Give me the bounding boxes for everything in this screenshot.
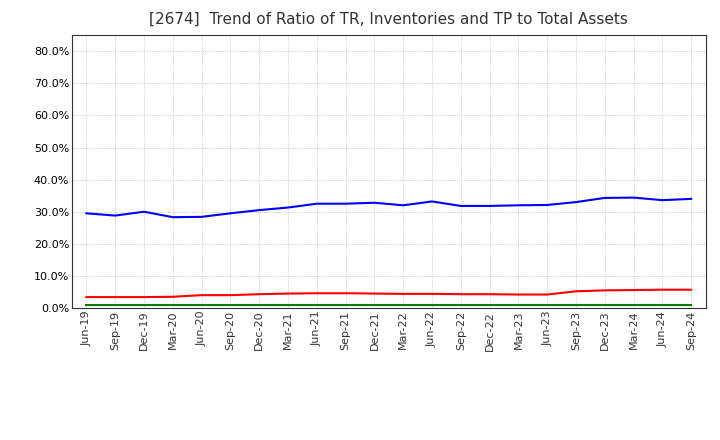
Inventories [82, 211, 91, 216]
Inventories [629, 195, 638, 200]
Trade Payables [629, 302, 638, 308]
Trade Receivables [197, 293, 206, 298]
Trade Payables [82, 302, 91, 308]
Trade Receivables [543, 292, 552, 297]
Line: Inventories: Inventories [86, 198, 691, 217]
Trade Receivables [82, 294, 91, 300]
Inventories [370, 200, 379, 205]
Trade Receivables [341, 290, 350, 296]
Inventories [485, 203, 494, 209]
Inventories [111, 213, 120, 218]
Inventories [312, 201, 321, 206]
Trade Payables [197, 302, 206, 308]
Inventories [140, 209, 148, 214]
Trade Payables [168, 302, 177, 308]
Trade Receivables [140, 294, 148, 300]
Inventories [600, 195, 609, 201]
Trade Payables [111, 302, 120, 308]
Trade Payables [687, 302, 696, 308]
Inventories [572, 199, 580, 205]
Title: [2674]  Trend of Ratio of TR, Inventories and TP to Total Assets: [2674] Trend of Ratio of TR, Inventories… [149, 12, 629, 27]
Trade Payables [485, 302, 494, 308]
Trade Receivables [284, 291, 292, 296]
Trade Receivables [514, 292, 523, 297]
Inventories [197, 214, 206, 220]
Trade Receivables [168, 294, 177, 299]
Trade Payables [572, 302, 580, 308]
Trade Receivables [687, 287, 696, 292]
Trade Payables [312, 302, 321, 308]
Inventories [399, 203, 408, 208]
Trade Payables [226, 302, 235, 308]
Trade Payables [284, 302, 292, 308]
Inventories [168, 215, 177, 220]
Trade Receivables [629, 287, 638, 293]
Inventories [284, 205, 292, 210]
Trade Payables [456, 302, 465, 308]
Trade Receivables [111, 294, 120, 300]
Trade Payables [370, 302, 379, 308]
Trade Receivables [456, 292, 465, 297]
Inventories [428, 199, 436, 204]
Inventories [543, 202, 552, 208]
Inventories [687, 196, 696, 202]
Trade Payables [399, 302, 408, 308]
Trade Receivables [485, 292, 494, 297]
Trade Payables [543, 302, 552, 308]
Trade Receivables [255, 292, 264, 297]
Trade Payables [428, 302, 436, 308]
Trade Payables [255, 302, 264, 308]
Trade Receivables [226, 293, 235, 298]
Trade Payables [658, 302, 667, 308]
Trade Receivables [658, 287, 667, 292]
Line: Trade Receivables: Trade Receivables [86, 290, 691, 297]
Trade Payables [514, 302, 523, 308]
Trade Receivables [572, 289, 580, 294]
Trade Receivables [370, 291, 379, 296]
Trade Payables [600, 302, 609, 308]
Inventories [341, 201, 350, 206]
Trade Receivables [600, 288, 609, 293]
Trade Receivables [428, 291, 436, 297]
Trade Payables [140, 302, 148, 308]
Trade Receivables [399, 291, 408, 297]
Inventories [514, 203, 523, 208]
Trade Receivables [312, 290, 321, 296]
Trade Payables [341, 302, 350, 308]
Inventories [226, 211, 235, 216]
Inventories [255, 208, 264, 213]
Inventories [658, 198, 667, 203]
Inventories [456, 203, 465, 209]
